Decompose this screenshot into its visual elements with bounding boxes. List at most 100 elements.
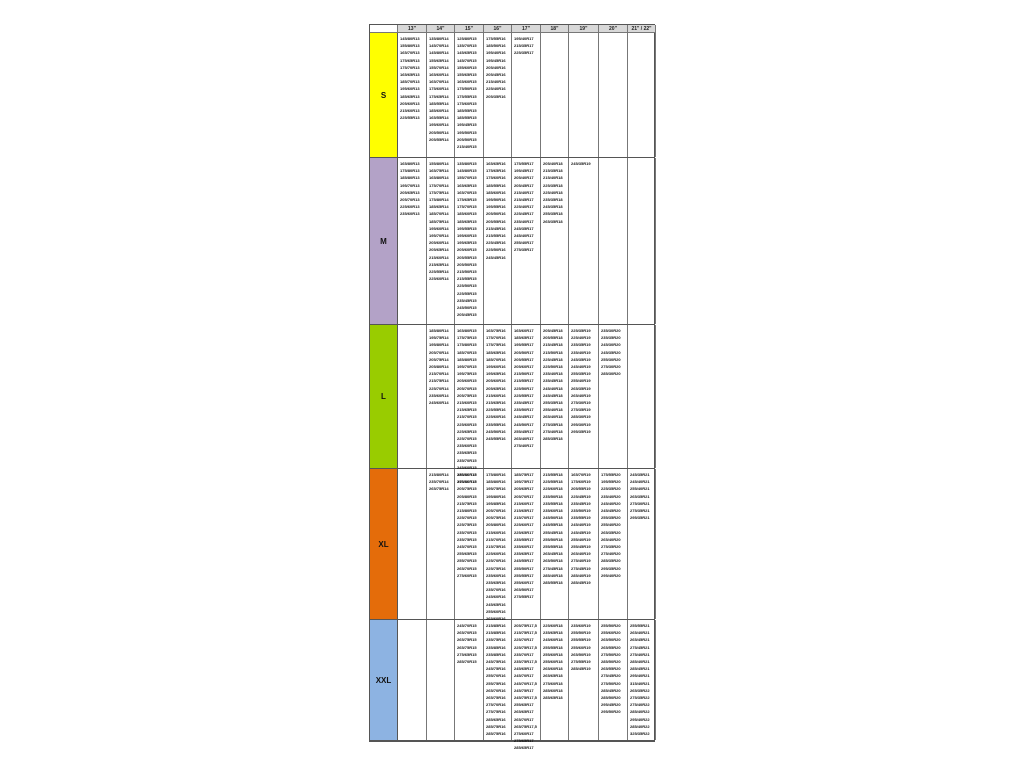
tire-size: 225/45R18	[543, 356, 563, 362]
tire-size: 245/55R16	[486, 436, 506, 442]
tire-size: 275/45R19	[571, 565, 591, 571]
tire-size: 215/60R16	[486, 392, 506, 398]
tire-size: 175/60R14	[429, 86, 449, 92]
size-cell: 235/60R19 255/50R19 255/55R19 255/60R19 265/…	[569, 620, 599, 740]
tire-size: 215/50R15	[457, 269, 477, 275]
tire-size: 275/60R15	[457, 479, 477, 485]
tire-size: 235/50R18	[543, 493, 563, 499]
tire-size: 205/50R15	[457, 136, 477, 142]
tire-size: 195/50R16	[486, 197, 506, 203]
tire-size: 175/60R19	[571, 479, 591, 485]
tire-size: 265/35R21	[630, 493, 650, 499]
tire-size: 165/80R15	[457, 328, 477, 333]
tire-size: 235/45R18	[543, 378, 563, 384]
tire-size: 235/70R17	[514, 651, 534, 657]
tire-size: 155/65R15	[457, 72, 477, 78]
tire-size: 225/60R18	[543, 623, 563, 628]
tire-size: 255/40R17	[514, 240, 534, 246]
tire-size: 195/60R16	[486, 364, 506, 370]
tire-size: 255/30R20	[601, 356, 621, 362]
tire-size: 285/75R16	[486, 723, 506, 729]
tire-size: 235/75R17,5	[514, 659, 537, 665]
tire-size: 185/80R15	[457, 472, 477, 477]
tire-size: 265/70R17	[514, 716, 534, 722]
tire-size: 195/65R16	[486, 371, 506, 377]
tire-size: 145/80R13	[400, 36, 420, 41]
tire-size: 255/60R20	[601, 630, 621, 636]
tire-size: 235/60R18	[543, 508, 563, 514]
tire-size: 185/60R16	[486, 189, 506, 195]
tire-size: 225/70R16	[486, 558, 506, 564]
tire-size: 205/70R17	[514, 493, 534, 499]
tire-size: 185/75R17	[514, 472, 534, 477]
tire-size: 195/55R16	[486, 204, 506, 210]
tire-size: 215/65R14	[429, 261, 449, 267]
tire-size: 175/80R13	[400, 168, 420, 174]
tire-size: 235/40R18	[543, 371, 563, 377]
tire-size: 245/65R16	[486, 601, 506, 607]
tire-size: 205/60R13	[400, 100, 420, 106]
tire-size: 205/70R16	[486, 508, 506, 514]
tire-size: 255/40R21	[630, 486, 650, 492]
tire-size: 215/80R15	[457, 508, 477, 514]
tire-size: 275/30R19	[571, 400, 591, 406]
tire-size: 225/50R16	[486, 247, 506, 253]
tire-size: 225/60R15	[457, 421, 477, 427]
tire-size: 215/75R14	[429, 378, 449, 384]
tire-size: 215/60R15	[457, 400, 477, 406]
tire-size: 165/55R14	[429, 115, 449, 121]
tire-size: 235/70R14	[429, 479, 449, 485]
tire-size: 215/60R14	[429, 254, 449, 260]
size-cell: 235/30R20 235/35R20 245/30R20 245/35R20 255/…	[599, 325, 628, 468]
tire-size: 215/70R14	[429, 371, 449, 377]
size-cell: 165/70R19 175/60R19 205/55R19 225/45R19 235/…	[569, 469, 599, 619]
tire-size: 215/45R16	[486, 225, 506, 231]
tire-size: 205/60R16	[486, 378, 506, 384]
tire-size: 285/30R20	[601, 371, 621, 377]
tire-size: 235/55R19	[571, 515, 591, 521]
tire-size: 275/40R22	[630, 702, 650, 708]
tire-size: 165/60R15	[457, 79, 477, 85]
tire-size: 215/70R15	[457, 414, 477, 420]
column-header: 13"	[398, 25, 427, 33]
size-cell: 165/65R16 175/65R16 175/60R16 185/55R16 185/…	[484, 158, 512, 324]
tire-size: 225/40R16	[486, 86, 506, 92]
tire-size: 245/55R17	[514, 558, 534, 564]
tire-size: 285/40R22	[630, 723, 650, 729]
tire-size: 285/40R21	[630, 659, 650, 665]
tire-size: 285/75R16	[486, 731, 506, 737]
tire-size: 275/50R20	[601, 651, 621, 657]
tire-size: 265/50R17	[514, 587, 534, 593]
tire-size: 205/55R19	[571, 486, 591, 492]
tire-size: 255/35R18	[543, 400, 563, 406]
tire-size: 205/75R17,5	[514, 623, 537, 628]
tire-size: 275/35R22	[630, 695, 650, 701]
tire-size: 245/60R16	[486, 594, 506, 600]
tire-size: 265/70R16	[486, 687, 506, 693]
tire-size: 225/50R17	[514, 385, 534, 391]
tire-size: 215/55R17	[514, 378, 534, 384]
tire-size: 245/40R19	[571, 522, 591, 528]
tire-size: 225/35R19	[571, 328, 591, 333]
size-cell: 175/55R20 195/55R20 225/35R20 235/40R20 245/…	[599, 469, 628, 619]
tire-size: 255/50R18	[543, 536, 563, 542]
tire-size: 165/75R14	[429, 168, 449, 174]
tire-size: 165/70R15	[457, 189, 477, 195]
tire-size: 205/60R15	[457, 378, 477, 384]
tire-size: 245/50R18	[543, 515, 563, 521]
tire-size: 265/55R20	[601, 666, 621, 672]
tire-size: 225/55R16	[486, 407, 506, 413]
tire-size: 215/45R18	[543, 342, 563, 348]
size-cell	[599, 158, 628, 324]
tire-size: 265/40R19	[571, 392, 591, 398]
tire-size: 255/55R17	[514, 572, 534, 578]
tire-size: 265/45R18	[543, 551, 563, 557]
tire-size: 195/80R16	[486, 493, 506, 499]
column-header: 16"	[484, 25, 512, 33]
tire-size: 275/45R21	[630, 644, 650, 650]
tire-size: 225/60R14	[429, 276, 449, 282]
size-cell	[599, 33, 628, 157]
tire-size: 285/70R15	[457, 659, 477, 665]
tire-size: 215/50R17	[514, 371, 534, 377]
tire-size: 235/60R13	[400, 211, 420, 217]
